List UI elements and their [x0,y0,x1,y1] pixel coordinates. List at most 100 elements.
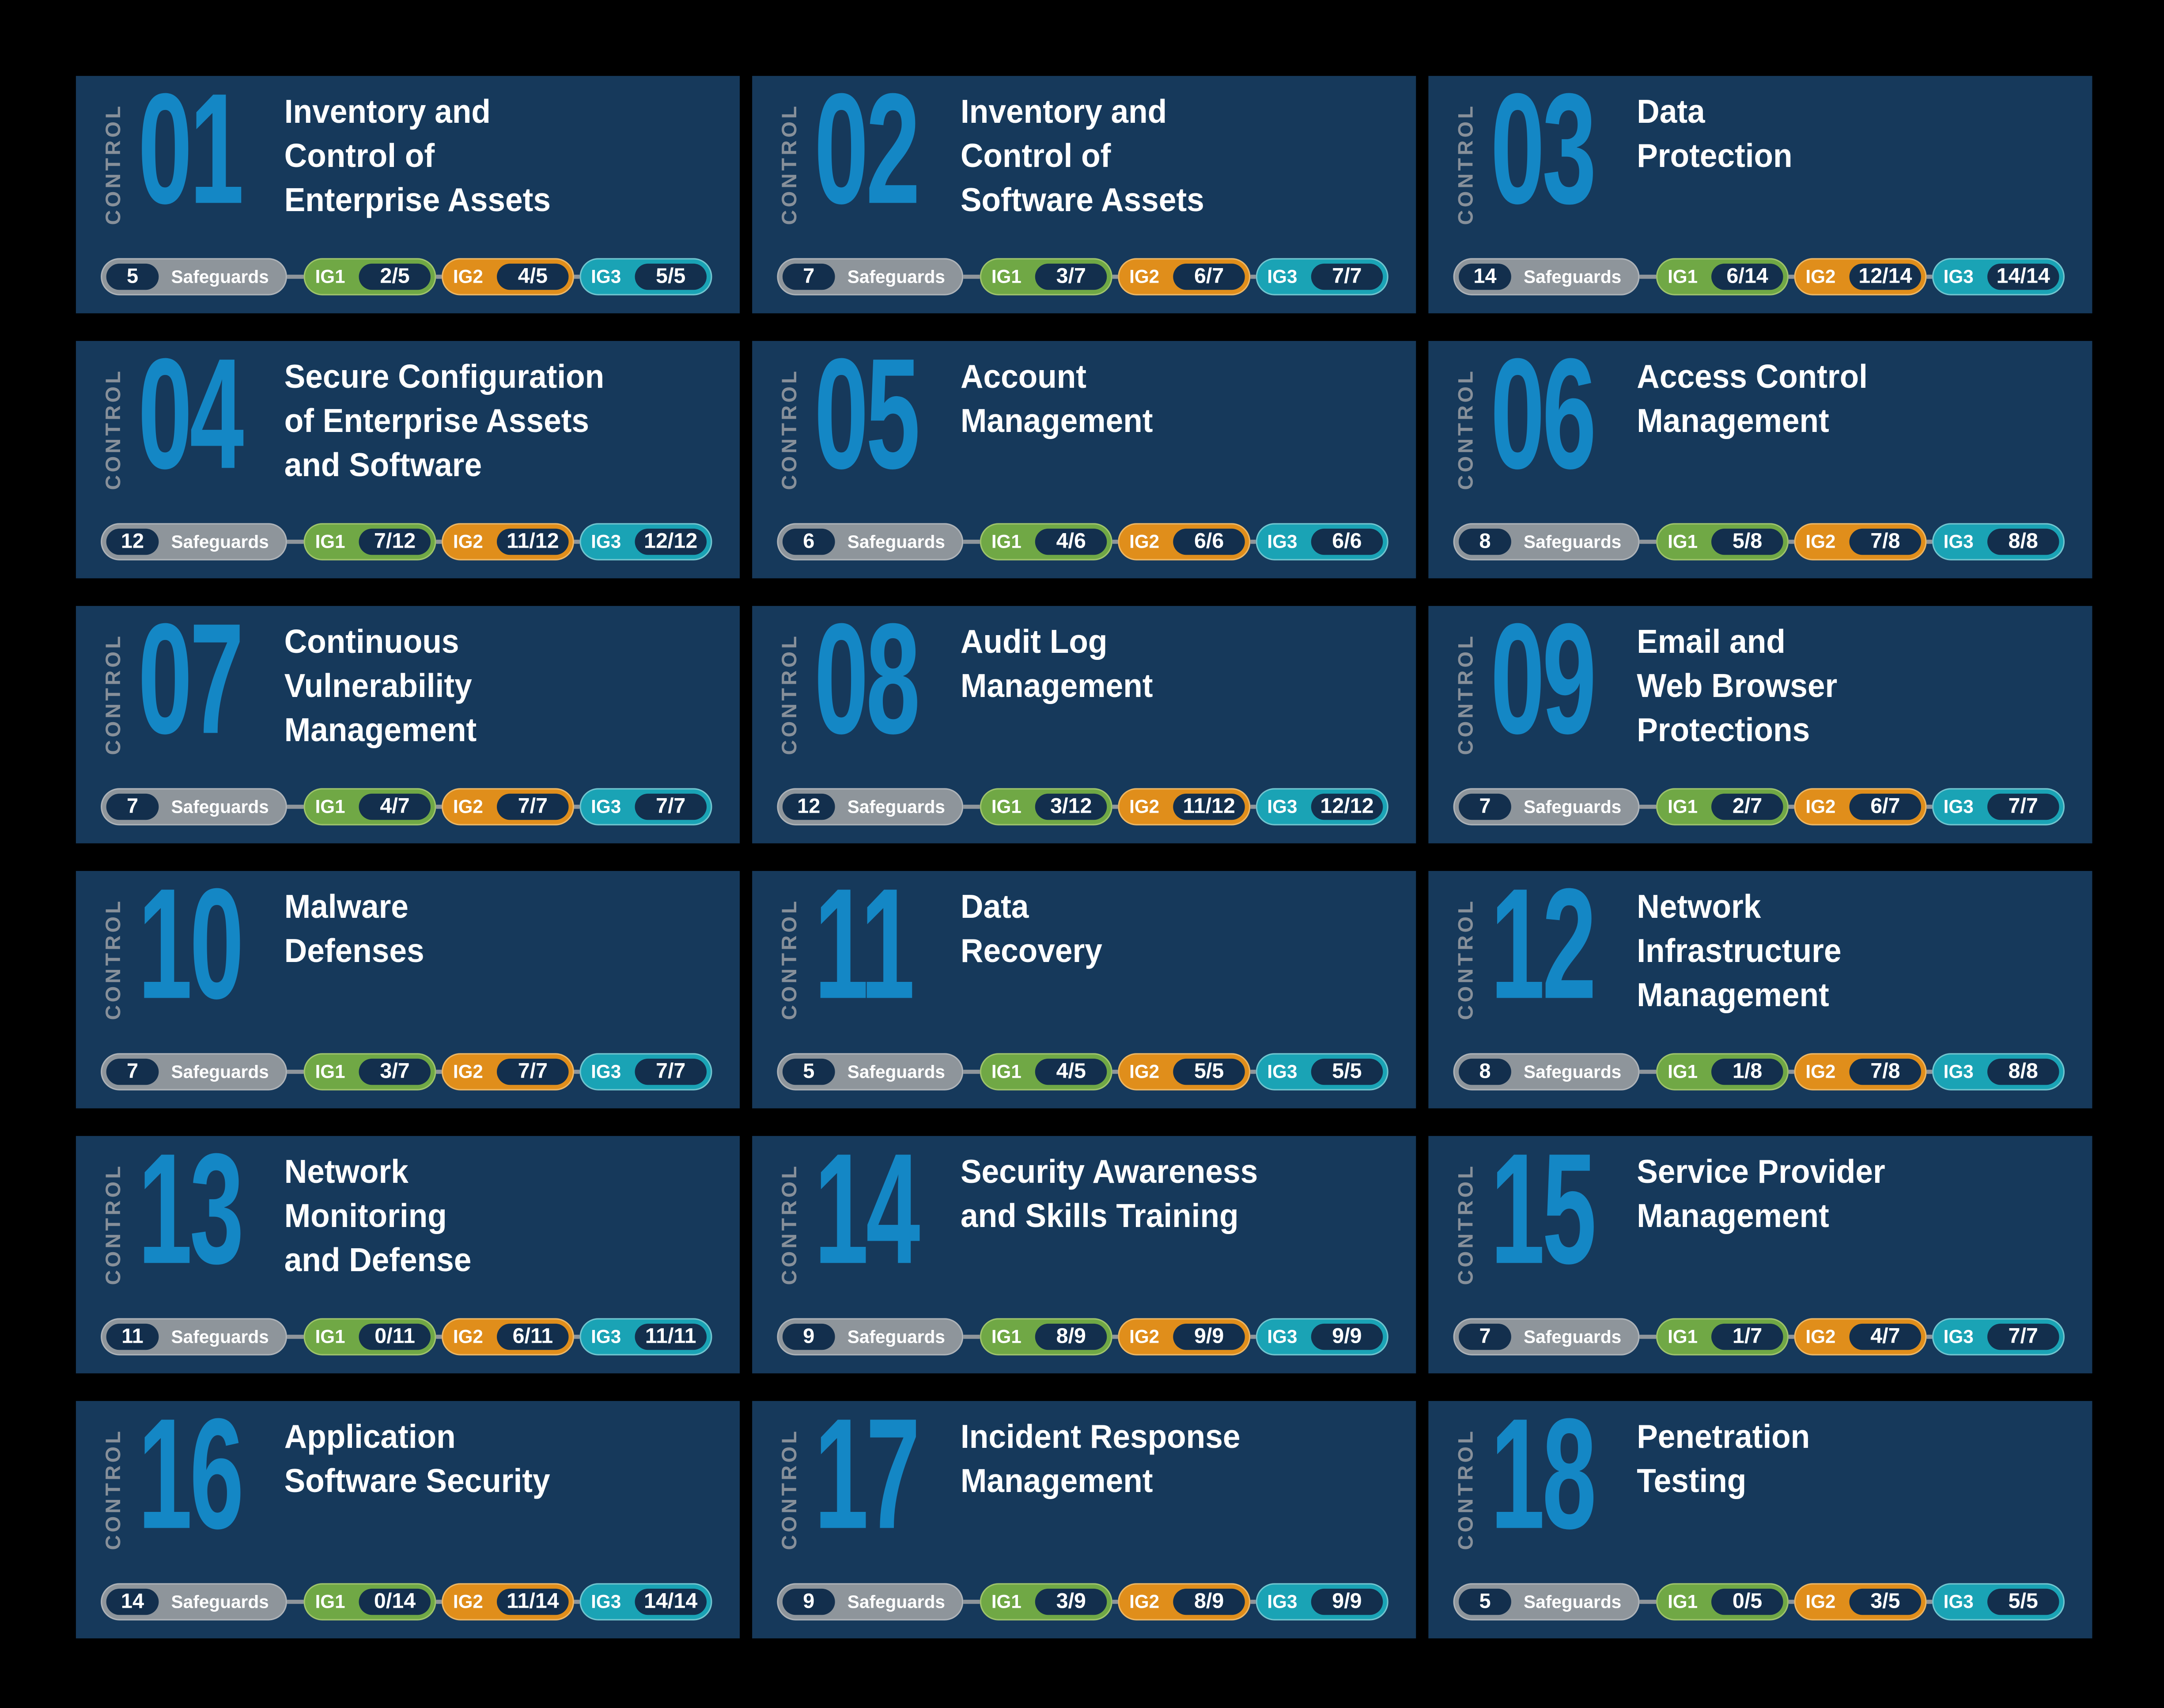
control-card: CONTROL 13 Network Monitoring and Defense … [76,1136,740,1374]
ig1-pill: IG1 8/9 [980,1318,1113,1356]
safeguards-label: Safeguards [171,1326,269,1347]
ig1-label: IG1 [315,1061,345,1082]
control-card: CONTROL 18 Penetration Testing 5 Safeguar… [1428,1401,2092,1639]
connector-line [1250,540,1256,544]
safeguards-count: 7 [106,1058,159,1085]
ig2-count: 7/7 [497,793,569,820]
controls-grid: CONTROL 01 Inventory and Control of Enterp… [76,76,2092,1639]
control-card: CONTROL 01 Inventory and Control of Enterp… [76,76,740,314]
safeguards-label: Safeguards [847,531,946,552]
ig1-count: 3/7 [359,1058,431,1085]
connector-line [963,540,980,544]
control-title-line: Control of [284,138,435,175]
control-number: 13 [138,1136,251,1288]
control-title-line: Secure Configuration [284,359,605,396]
safeguards-label: Safeguards [847,266,946,287]
control-title-line: Data [1637,94,1705,131]
control-title-line: Recovery [961,933,1102,970]
control-number-text: 11 [814,871,915,1033]
ig2-count: 11/14 [497,1588,569,1615]
ig1-label: IG1 [1668,1591,1698,1612]
safeguards-pill: 5 Safeguards [777,1053,963,1091]
ig2-label: IG2 [453,531,483,552]
ig1-label: IG1 [991,1061,1021,1082]
ig2-count: 7/7 [497,1058,569,1085]
control-card: CONTROL 15 Service Provider Management 7 … [1428,1136,2092,1374]
control-vertical-label: CONTROL [102,368,126,490]
ig2-count: 11/12 [497,528,569,555]
connector-line [1112,1600,1119,1604]
connector-line [963,805,980,809]
safeguards-count: 6 [782,528,835,555]
ig3-pill: IG3 11/11 [580,1318,712,1356]
safeguards-row: 12 Safeguards IG1 7/12 IG2 11/12 IG3 12/… [101,523,712,560]
ig2-pill: IG2 11/12 [442,523,575,560]
safeguards-count: 14 [106,1588,159,1615]
control-vertical-label: CONTROL [102,103,126,225]
safeguards-pill: 14 Safeguards [101,1583,287,1621]
safeguards-row: 12 Safeguards IG1 3/12 IG2 11/12 IG3 12/… [777,788,1388,826]
safeguards-count: 7 [1459,793,1511,820]
safeguards-pill: 7 Safeguards [777,258,963,295]
control-title-line: Testing [1637,1463,1747,1500]
ig3-count: 8/8 [1987,528,2059,555]
control-number-text: 04 [138,341,244,503]
safeguards-row: 5 Safeguards IG1 0/5 IG2 3/5 IG3 5/5 [1453,1583,2065,1621]
control-vertical-label: CONTROL [102,1163,126,1285]
connector-line [1112,1070,1119,1074]
ig1-label: IG1 [1668,1326,1698,1347]
control-number-text: 17 [814,1401,920,1563]
ig2-label: IG2 [1805,1591,1836,1612]
control-vertical-label: CONTROL [778,898,802,1020]
ig1-label: IG1 [991,1591,1021,1612]
connector-line [1250,805,1256,809]
control-card: CONTROL 16 Application Software Security … [76,1401,740,1639]
connector-line [436,1070,442,1074]
connector-line [1789,805,1795,809]
ig2-label: IG2 [1129,531,1160,552]
control-card: CONTROL 05 Account Management 6 Safeguard… [752,341,1416,579]
ig3-count: 9/9 [1311,1323,1383,1350]
card-header: CONTROL 08 Audit Log Management [777,606,1388,788]
ig3-label: IG3 [1943,1591,1974,1612]
ig2-pill: IG2 5/5 [1118,1053,1251,1091]
ig3-count: 7/7 [635,1058,707,1085]
connector-line [287,1070,304,1074]
control-title-line: Management [284,712,477,750]
safeguards-pill: 14 Safeguards [1453,258,1639,295]
ig3-label: IG3 [591,1061,621,1082]
safeguards-row: 8 Safeguards IG1 1/8 IG2 7/8 IG3 8/8 [1453,1053,2065,1091]
ig2-pill: IG2 7/7 [442,788,575,826]
connector-line [963,275,980,279]
safeguards-row: 9 Safeguards IG1 3/9 IG2 8/9 IG3 9/9 [777,1583,1388,1621]
ig2-label: IG2 [1129,1061,1160,1082]
ig3-pill: IG3 7/7 [580,1053,712,1091]
safeguards-label: Safeguards [1524,531,1622,552]
ig2-count: 7/8 [1849,1058,1922,1085]
connector-line [1112,1335,1119,1339]
safeguards-pill: 5 Safeguards [1453,1583,1639,1621]
connector-line [1789,1600,1795,1604]
ig3-label: IG3 [591,1591,621,1612]
connector-line [574,1600,580,1604]
card-header: CONTROL 06 Access Control Management [1453,341,2065,523]
ig2-count: 6/6 [1173,528,1245,555]
control-number: 04 [138,341,251,493]
ig2-count: 5/5 [1173,1058,1245,1085]
ig3-label: IG3 [591,531,621,552]
control-title: Inventory and Control of Enterprise Assets [284,90,551,223]
ig2-count: 11/12 [1173,793,1245,820]
control-title: Data Protection [1637,90,1792,179]
safeguards-row: 6 Safeguards IG1 4/6 IG2 6/6 IG3 6/6 [777,523,1388,560]
safeguards-pill: 8 Safeguards [1453,523,1639,560]
ig3-label: IG3 [591,796,621,817]
safeguards-count: 7 [782,263,835,290]
safeguards-pill: 7 Safeguards [101,1053,287,1091]
card-header: CONTROL 01 Inventory and Control of Enterp… [101,76,712,258]
control-title: Penetration Testing [1637,1415,1810,1504]
control-number-text: 10 [138,871,244,1033]
ig1-pill: IG1 2/7 [1657,788,1789,826]
control-number-text: 06 [1491,341,1597,503]
control-title-line: Account [961,359,1086,396]
safeguards-row: 8 Safeguards IG1 5/8 IG2 7/8 IG3 8/8 [1453,523,2065,560]
